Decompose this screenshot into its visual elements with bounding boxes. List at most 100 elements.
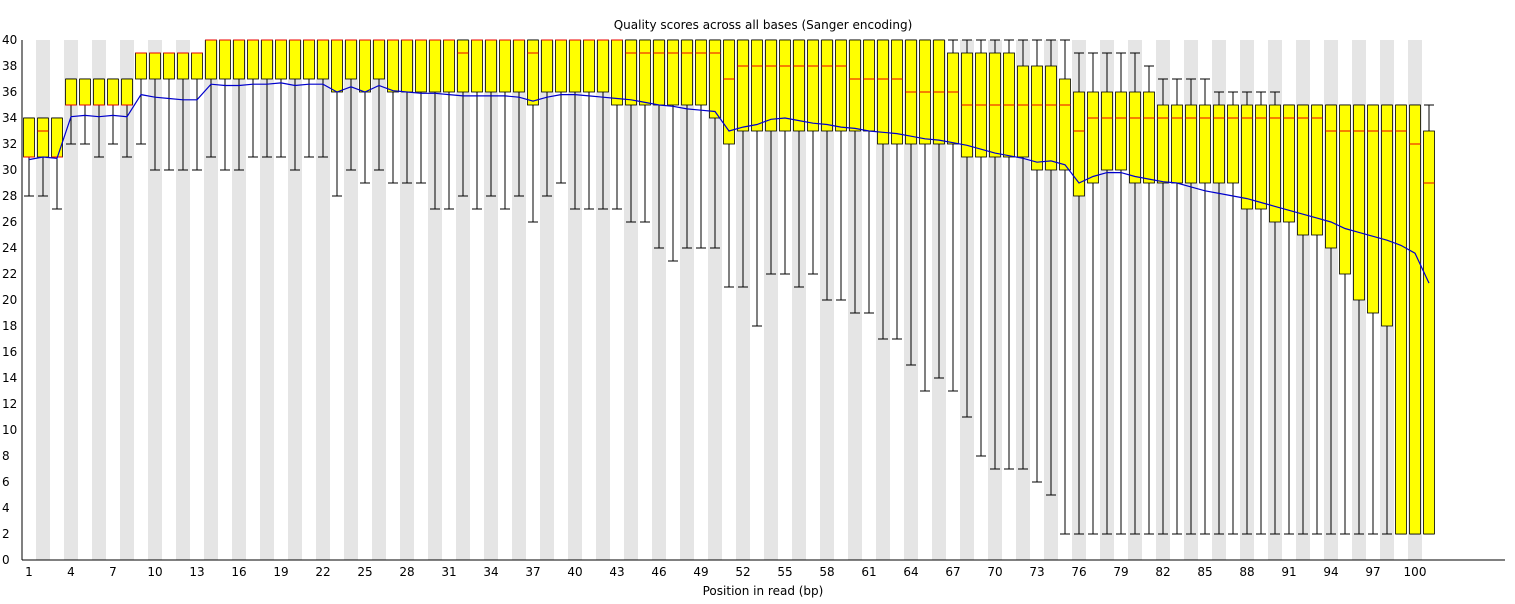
box — [555, 39, 567, 93]
x-tick-label: 43 — [609, 565, 624, 579]
box — [163, 52, 175, 80]
box — [1241, 104, 1253, 210]
box — [233, 39, 245, 80]
box — [135, 52, 147, 80]
x-tick-label: 49 — [693, 565, 708, 579]
x-tick-label: 10 — [147, 565, 162, 579]
band — [624, 40, 638, 560]
band — [484, 40, 498, 560]
box — [849, 39, 861, 132]
box — [765, 39, 777, 132]
box — [1017, 65, 1029, 158]
box — [625, 39, 637, 106]
x-tick-label: 79 — [1113, 565, 1128, 579]
box — [947, 52, 959, 145]
y-tick-label: 8 — [2, 449, 10, 463]
y-tick-label: 36 — [2, 85, 17, 99]
x-tick-label: 97 — [1365, 565, 1380, 579]
x-tick-label: 94 — [1323, 565, 1338, 579]
x-tick-label: 25 — [357, 565, 372, 579]
box — [471, 39, 483, 93]
box — [1059, 78, 1071, 171]
box — [653, 39, 665, 106]
y-tick-label: 0 — [2, 553, 10, 567]
box — [1339, 104, 1351, 275]
box — [513, 39, 525, 93]
y-tick-label: 38 — [2, 59, 17, 73]
x-tick-label: 73 — [1029, 565, 1044, 579]
band — [652, 40, 666, 560]
box — [457, 39, 469, 93]
band — [260, 40, 274, 560]
box — [863, 39, 875, 132]
box — [583, 39, 595, 93]
y-tick-label: 20 — [2, 293, 17, 307]
box — [219, 39, 231, 80]
x-tick-labels: 1 4 7 10 13 16 19 22 25 28 31 34 37 40 43 46 49 52 55 58 61 6… — [25, 565, 1426, 579]
x-tick-label: 85 — [1197, 565, 1212, 579]
box — [429, 39, 441, 93]
y-tick-label: 2 — [2, 527, 10, 541]
box — [877, 39, 889, 145]
box — [177, 52, 189, 80]
y-tick-label: 16 — [2, 345, 17, 359]
x-tick-label: 22 — [315, 565, 330, 579]
box — [751, 39, 763, 132]
box — [695, 39, 707, 106]
x-tick-label: 28 — [399, 565, 414, 579]
box — [79, 78, 91, 106]
x-axis-label: Position in read (bp) — [703, 584, 824, 598]
x-tick-label: 1 — [25, 565, 33, 579]
box — [1129, 91, 1141, 184]
band — [36, 40, 50, 560]
box — [709, 39, 721, 119]
box — [807, 39, 819, 132]
x-tick-label: 76 — [1071, 565, 1086, 579]
band — [204, 40, 218, 560]
x-tick-label: 46 — [651, 565, 666, 579]
box — [1087, 91, 1099, 184]
x-tick-label: 91 — [1281, 565, 1296, 579]
box — [51, 117, 63, 158]
box — [359, 39, 371, 93]
box — [1423, 130, 1435, 535]
band — [456, 40, 470, 560]
box — [723, 39, 735, 145]
x-tick-label: 67 — [945, 565, 960, 579]
box — [191, 52, 203, 80]
box — [149, 52, 161, 80]
box — [835, 39, 847, 132]
box — [1283, 104, 1295, 223]
box — [415, 39, 427, 93]
y-tick-label: 26 — [2, 215, 17, 229]
band — [512, 40, 526, 560]
band — [736, 40, 750, 560]
mean-line — [28, 82, 1430, 284]
y-tick-label: 30 — [2, 163, 17, 177]
box — [793, 39, 805, 132]
box — [387, 39, 399, 93]
chart-title: Quality scores across all bases (Sanger … — [614, 18, 913, 32]
box — [401, 39, 413, 93]
box — [121, 78, 133, 106]
box — [93, 78, 105, 106]
band — [428, 40, 442, 560]
box — [1157, 104, 1169, 184]
box — [891, 39, 903, 145]
box — [639, 39, 651, 106]
box — [499, 39, 511, 93]
box — [611, 39, 623, 106]
box — [1045, 65, 1057, 171]
band — [540, 40, 554, 560]
x-tick-label: 4 — [67, 565, 75, 579]
y-tick-label: 14 — [2, 371, 17, 385]
x-tick-label: 40 — [567, 565, 582, 579]
band — [568, 40, 582, 560]
x-tick-label: 100 — [1404, 565, 1427, 579]
box — [65, 78, 77, 106]
box — [1353, 104, 1365, 301]
x-tick-label: 34 — [483, 565, 498, 579]
